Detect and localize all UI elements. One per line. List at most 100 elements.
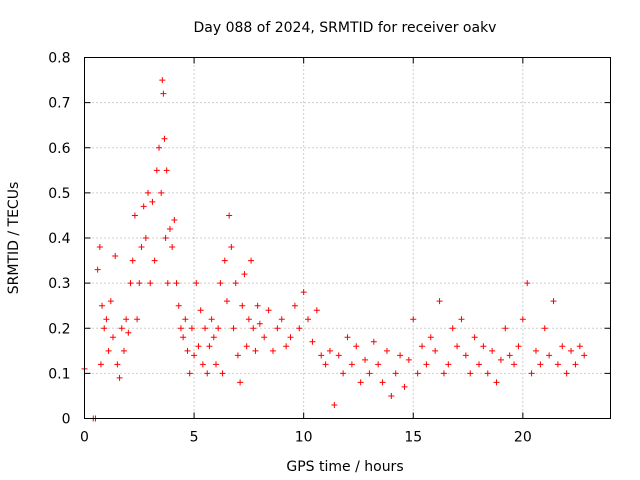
data-point — [221, 257, 228, 264]
data-point — [114, 361, 121, 368]
data-point — [506, 352, 513, 359]
data-point — [175, 302, 182, 309]
data-point — [511, 361, 518, 368]
data-point — [410, 316, 417, 323]
data-point — [163, 167, 170, 174]
data-point — [180, 334, 187, 341]
data-point — [445, 361, 452, 368]
data-point — [401, 383, 408, 390]
data-point — [177, 325, 184, 332]
data-point — [99, 302, 106, 309]
x-tick-labels: 0 5 10 15 20 — [80, 430, 532, 446]
data-point — [228, 244, 235, 251]
data-point — [423, 361, 430, 368]
data-point — [136, 280, 143, 287]
data-point — [300, 289, 307, 296]
data-point — [318, 352, 325, 359]
data-point — [537, 361, 544, 368]
data-point — [493, 379, 500, 386]
data-point — [125, 329, 132, 336]
data-point — [335, 352, 342, 359]
data-point — [186, 370, 193, 377]
data-point — [436, 298, 443, 305]
data-point — [554, 361, 561, 368]
data-point — [559, 343, 566, 350]
data-point — [440, 370, 447, 377]
data-point — [208, 316, 215, 323]
data-point — [309, 338, 316, 345]
data-point — [576, 343, 583, 350]
data-point — [158, 189, 165, 196]
y-tick-label: 0.1 — [48, 366, 70, 382]
data-point — [454, 343, 461, 350]
data-point — [199, 361, 206, 368]
data-point — [256, 320, 263, 327]
grid-lines — [84, 57, 611, 419]
data-point — [283, 343, 290, 350]
x-tick-label: 5 — [190, 430, 199, 446]
data-point — [427, 334, 434, 341]
data-point — [219, 370, 226, 377]
data-point — [362, 356, 369, 363]
data-point — [162, 235, 169, 241]
data-point — [156, 144, 163, 151]
x-tick-label: 10 — [295, 430, 313, 446]
data-point — [462, 352, 469, 359]
data-point — [326, 347, 333, 354]
data-point — [546, 352, 553, 359]
data-point — [563, 370, 570, 377]
data-point — [397, 352, 404, 359]
data-point — [541, 325, 548, 332]
plot-frame — [84, 57, 611, 419]
data-point — [96, 244, 103, 251]
data-point — [232, 280, 239, 287]
data-point — [105, 347, 112, 354]
data-point — [127, 280, 134, 287]
data-point — [166, 225, 173, 232]
data-point — [147, 280, 154, 287]
data-point — [184, 347, 191, 354]
x-tick-label: 15 — [404, 430, 422, 446]
data-point — [182, 316, 189, 323]
data-point — [169, 244, 176, 251]
data-point — [340, 370, 347, 377]
data-point — [140, 203, 147, 210]
data-point — [215, 325, 222, 332]
data-point — [414, 370, 421, 377]
data-point — [254, 302, 261, 309]
data-point — [226, 212, 233, 219]
data-point — [239, 302, 246, 309]
data-point — [383, 347, 390, 354]
data-point — [313, 307, 320, 314]
data-point — [502, 325, 509, 332]
data-point — [138, 244, 145, 251]
data-point — [161, 135, 168, 142]
data-point — [237, 379, 244, 386]
x-axis-title: GPS time / hours — [286, 459, 403, 475]
data-point — [241, 271, 248, 278]
y-tick-label: 0.4 — [48, 231, 70, 247]
data-point — [193, 280, 200, 287]
data-point — [195, 343, 202, 350]
data-point — [515, 343, 522, 350]
data-point — [375, 361, 382, 368]
data-point — [131, 212, 138, 219]
data-point — [109, 334, 116, 341]
data-point — [142, 235, 149, 241]
data-point — [572, 361, 579, 368]
data-point — [213, 361, 219, 368]
data-point — [188, 325, 195, 332]
data-point — [107, 298, 114, 305]
data-point — [366, 370, 373, 377]
data-point — [97, 361, 104, 368]
data-point — [210, 334, 217, 341]
data-point — [204, 370, 211, 377]
data-point — [153, 167, 160, 174]
data-point — [149, 198, 156, 205]
data-point — [223, 298, 230, 305]
data-point — [206, 343, 213, 350]
data-point — [160, 90, 167, 97]
data-point — [348, 361, 355, 368]
data-point — [112, 253, 119, 260]
data-point — [322, 361, 329, 368]
